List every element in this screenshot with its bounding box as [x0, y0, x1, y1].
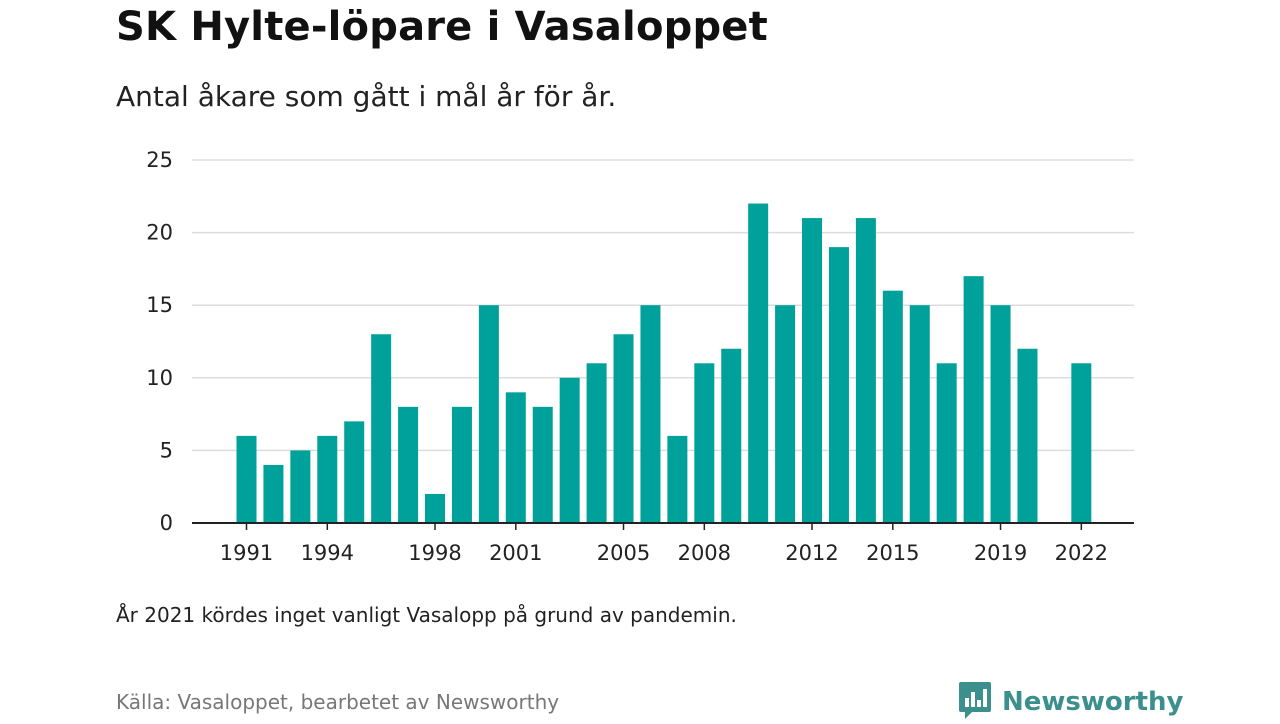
brand-name: Newsworthy — [1002, 687, 1184, 717]
bar-1995 — [344, 421, 365, 523]
bar-2007 — [667, 435, 688, 523]
bar-2006 — [640, 305, 661, 523]
y-tick-label: 15 — [146, 293, 173, 317]
x-tick-label: 2019 — [974, 541, 1027, 565]
bar-2005 — [613, 334, 634, 523]
bar-1993 — [290, 450, 311, 523]
x-tick-label: 2022 — [1055, 541, 1108, 565]
bar-1998 — [425, 493, 446, 523]
y-tick-labels: 0 5 10 15 20 25 — [146, 148, 173, 535]
bar-1999 — [451, 406, 472, 523]
source-text: Källa: Vasaloppet, bearbetet av Newswort… — [116, 690, 560, 714]
bar-2012 — [802, 218, 823, 523]
chart-title: SK Hylte-löpare i Vasaloppet — [116, 4, 768, 50]
bars — [236, 203, 1092, 523]
x-tick-label: 2001 — [489, 541, 542, 565]
y-tick-label: 10 — [146, 366, 173, 390]
x-tick-label: 1994 — [301, 541, 354, 565]
x-tick-labels: 1991 1994 1998 2001 2005 2008 2012 2015 2019 2022 — [220, 541, 1108, 565]
y-tick-label: 5 — [160, 438, 173, 462]
bar-2011 — [775, 305, 796, 523]
x-tick-label: 1998 — [408, 541, 461, 565]
y-tick-label: 0 — [160, 511, 173, 535]
bar-2000 — [478, 305, 499, 523]
chart-note: År 2021 kördes inget vanligt Vasalopp på… — [116, 603, 737, 627]
bar-2002 — [532, 406, 553, 523]
brand-logo: Newsworthy — [958, 680, 1183, 724]
bar-1997 — [398, 406, 419, 523]
y-tick-label: 25 — [146, 148, 173, 172]
bar-2009 — [721, 348, 742, 523]
x-tick-label: 2015 — [866, 541, 919, 565]
bar-2008 — [694, 363, 715, 523]
bar-2018 — [963, 276, 984, 523]
bar-2010 — [748, 203, 769, 523]
bar-2017 — [936, 363, 957, 523]
bar-2019 — [990, 305, 1011, 523]
bar-1994 — [317, 435, 338, 523]
x-tick-label: 1991 — [220, 541, 273, 565]
bar-2016 — [909, 305, 930, 523]
bar-1996 — [371, 334, 392, 523]
bar-2022 — [1071, 363, 1092, 523]
bar-1992 — [263, 464, 284, 523]
y-tick-label: 20 — [146, 221, 173, 245]
bar-2001 — [505, 392, 526, 523]
bar-2013 — [828, 247, 849, 523]
x-tick-label: 2008 — [678, 541, 731, 565]
bar-chart: 0 5 10 15 20 25 1991 1994 1998 2001 2005 2008 2012 2… — [146, 148, 1134, 565]
bar-2003 — [559, 377, 580, 523]
bar-2004 — [586, 363, 607, 523]
bar-1991 — [236, 435, 257, 523]
x-tick-label: 2012 — [785, 541, 838, 565]
x-tick-label: 2005 — [597, 541, 650, 565]
chart-subtitle: Antal åkare som gått i mål år för år. — [116, 80, 617, 113]
bar-2014 — [855, 218, 876, 523]
bar-2020 — [1017, 348, 1038, 523]
x-axis — [192, 522, 1134, 530]
newsworthy-logo-icon — [958, 680, 992, 724]
bar-2015 — [882, 290, 903, 523]
